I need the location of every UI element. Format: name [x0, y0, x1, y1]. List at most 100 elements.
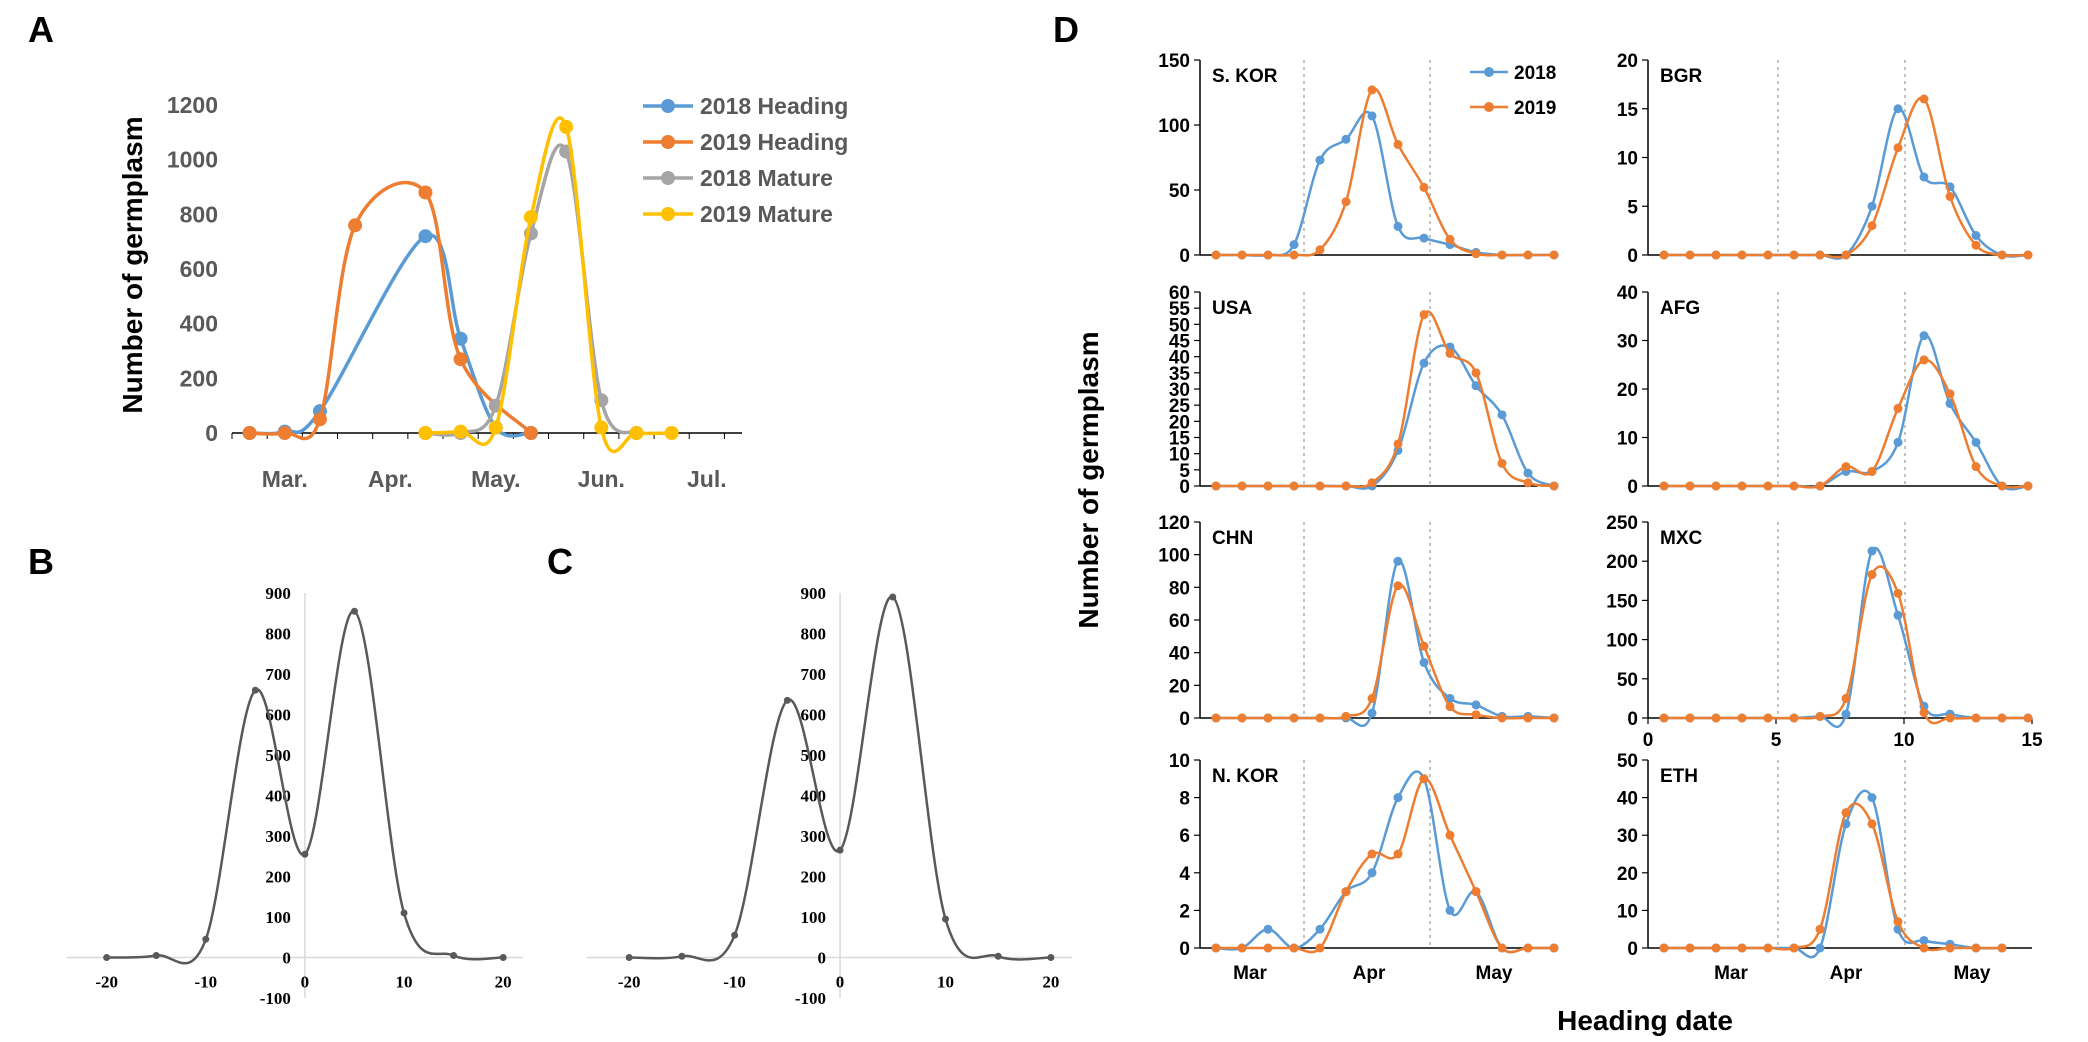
data-point — [1789, 481, 1799, 491]
data-point — [1393, 221, 1403, 231]
y-tick-label: 50 — [1169, 181, 1190, 202]
data-point — [301, 850, 309, 858]
data-point — [1315, 245, 1325, 255]
y-tick-label: 200 — [1606, 552, 1638, 573]
data-point — [1445, 234, 1455, 244]
data-point — [1471, 700, 1481, 710]
data-point — [1945, 943, 1955, 953]
data-point — [1815, 924, 1825, 934]
data-point — [1549, 713, 1559, 723]
data-point — [594, 420, 609, 435]
month-label: Apr — [1830, 963, 1863, 984]
x-tick-label: 15 — [2021, 730, 2043, 751]
y-axis-title: Number of germplasm — [117, 116, 148, 413]
data-point — [1523, 250, 1533, 260]
x-tick-label: -10 — [194, 973, 217, 992]
data-point — [1315, 481, 1325, 491]
data-point — [450, 951, 458, 959]
data-point — [1789, 713, 1799, 723]
series-line — [425, 143, 638, 437]
subplot-skor: 0 50 100 150 S. KOR — [1158, 51, 1559, 267]
data-point — [1789, 943, 1799, 953]
data-point — [1867, 819, 1877, 829]
data-point — [1763, 250, 1773, 260]
data-point — [1341, 134, 1351, 144]
x-tick-label: -20 — [95, 973, 118, 992]
data-point — [1237, 250, 1247, 260]
data-point — [559, 119, 574, 134]
x-tick-label: 0 — [301, 973, 310, 992]
data-point — [1367, 478, 1377, 488]
y-tick-label: 40 — [1169, 348, 1190, 369]
data-point — [1315, 155, 1325, 165]
series-line-2019 — [1216, 583, 1554, 720]
legend-marker — [1484, 102, 1494, 112]
data-point — [1867, 793, 1877, 803]
y-tick-label: 600 — [180, 256, 218, 282]
country-label: BGR — [1660, 66, 1703, 87]
data-point — [1393, 140, 1403, 149]
x-tick-label: 10 — [1893, 730, 1914, 751]
y-tick-label: 40 — [1617, 789, 1638, 810]
y-tick-label: 5 — [1627, 197, 1638, 218]
data-point — [1315, 713, 1325, 723]
data-point — [1471, 710, 1481, 720]
data-point — [1315, 943, 1325, 953]
data-point — [418, 426, 433, 440]
country-label: CHN — [1212, 528, 1253, 549]
data-point — [1711, 250, 1721, 260]
y-tick-label: 10 — [1617, 149, 1638, 170]
data-point — [1289, 240, 1299, 250]
data-point — [994, 952, 1002, 960]
data-point — [1659, 250, 1669, 260]
data-point — [1367, 849, 1377, 859]
data-point — [1367, 693, 1377, 703]
data-point — [1971, 943, 1981, 953]
country-label: AFG — [1660, 298, 1700, 319]
data-point — [629, 426, 644, 440]
y-tick-label: 0 — [1627, 939, 1638, 960]
data-point — [1789, 250, 1799, 260]
y-tick-label: 35 — [1169, 364, 1191, 385]
data-point — [1919, 708, 1929, 718]
x-tick-label: Mar. — [262, 466, 308, 492]
country-label: N. KOR — [1212, 766, 1279, 787]
data-point — [1971, 240, 1981, 250]
legend-marker — [1484, 67, 1494, 77]
data-point — [625, 954, 633, 961]
data-point — [1711, 713, 1721, 723]
data-point — [1047, 954, 1055, 961]
legend-label: 2019 Mature — [700, 201, 833, 227]
y-tick-label: 900 — [265, 584, 291, 603]
series-line-2019 — [1664, 802, 2002, 952]
data-point — [1523, 943, 1533, 953]
y-tick-label: 20 — [1169, 412, 1190, 433]
data-point — [1341, 887, 1351, 897]
y-tick-label: 1000 — [167, 147, 218, 173]
data-point — [1971, 231, 1981, 240]
x-tick-label: Jul. — [687, 466, 727, 492]
data-point — [1685, 250, 1695, 260]
legend-marker — [661, 99, 675, 113]
panel-label-a: A — [28, 9, 54, 50]
y-tick-label: 100 — [1158, 546, 1190, 567]
y-tick-label: 100 — [265, 908, 291, 927]
y-tick-label: 250 — [1606, 513, 1638, 534]
panel-label-b: B — [28, 541, 54, 582]
x-tick-label: 20 — [495, 973, 512, 992]
y-tick-label: 0 — [818, 949, 827, 968]
legend-label: 2019 — [1514, 98, 1556, 119]
data-point — [1971, 462, 1981, 472]
y-tick-label: 900 — [801, 584, 827, 603]
data-point — [678, 952, 686, 960]
data-point — [418, 229, 433, 244]
legend-marker — [661, 207, 675, 221]
country-label: MXC — [1660, 528, 1703, 549]
y-tick-label: 30 — [1617, 826, 1638, 847]
x-tick-label: 10 — [937, 973, 954, 992]
y-tick-label: 800 — [265, 625, 291, 644]
series-line-2019 — [1664, 565, 2028, 725]
y-tick-label: 10 — [1617, 429, 1638, 450]
